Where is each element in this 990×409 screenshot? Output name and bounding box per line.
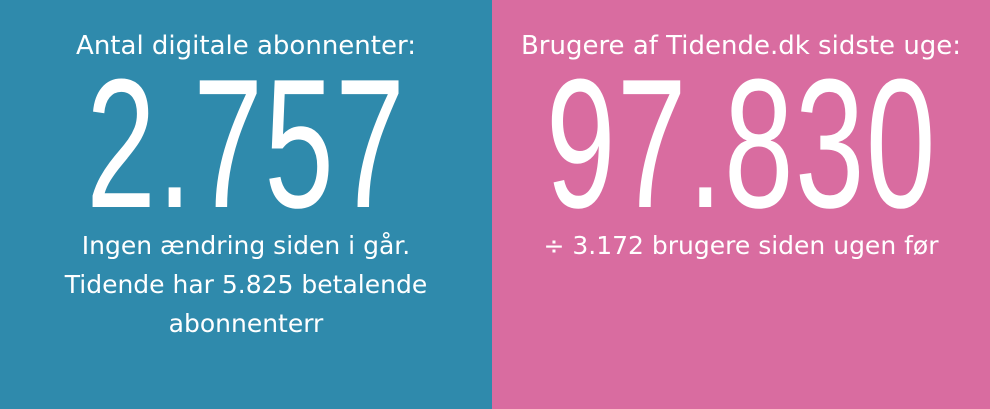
note-line: Ingen ændring siden i går. (81, 231, 411, 260)
subscribers-count: 2.757 (86, 68, 406, 218)
note-line: Tidende har 5.825 betalende (64, 270, 428, 299)
users-title: Brugere af Tidende.dk sidste uge: (520, 31, 962, 61)
note-line: ÷ 3.172 brugere siden ugen før (543, 231, 939, 260)
users-count: 97.830 (545, 68, 937, 218)
subscribers-title: Antal digitale abonnenter: (76, 31, 416, 61)
users-note: ÷ 3.172 brugere siden ugen før (544, 226, 939, 265)
users-panel: Brugere af Tidende.dk sidste uge: 97.830… (492, 0, 990, 409)
note-line: abonnenterr (168, 309, 324, 338)
subscribers-panel: Antal digitale abonnenter: 2.757 Ingen æ… (0, 0, 492, 409)
subscribers-note: Ingen ændring siden i går. Tidende har 5… (65, 226, 427, 343)
